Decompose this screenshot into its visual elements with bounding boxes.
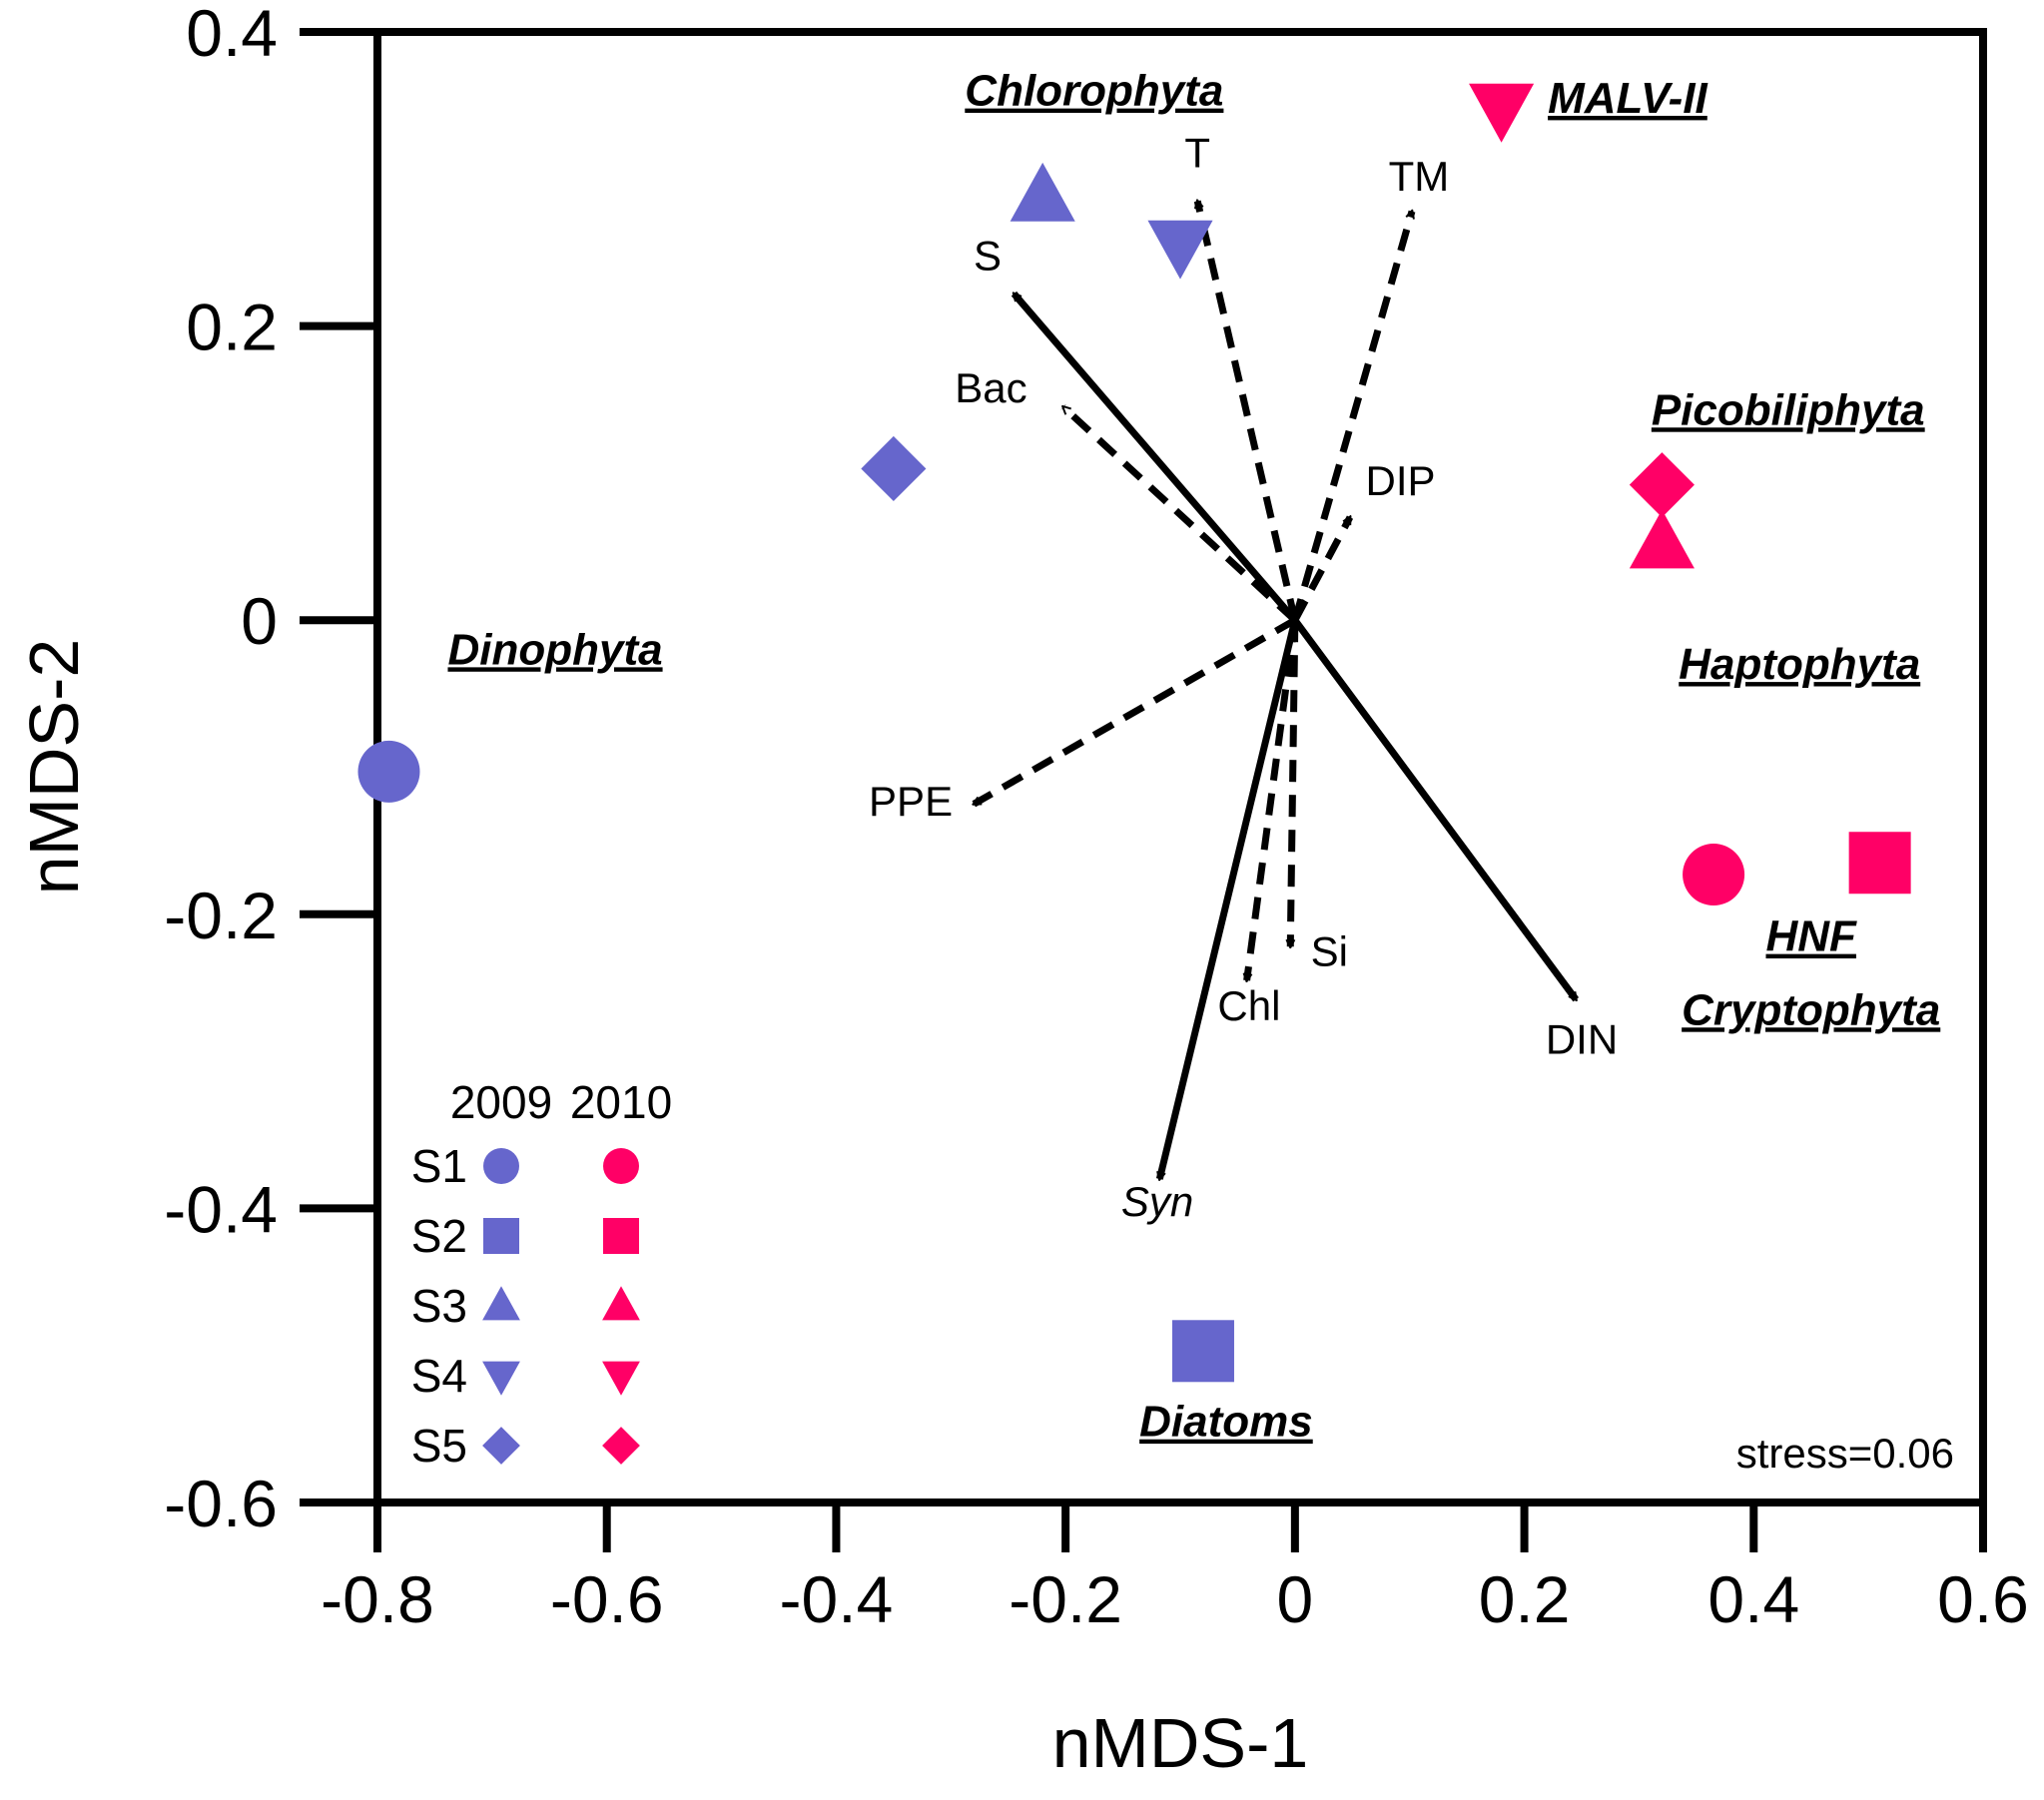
legend-station-s5: S5 [411, 1420, 467, 1472]
point-2010-s3 [1629, 509, 1695, 569]
y-tick-label: 0.2 [186, 291, 278, 364]
taxon-labels: Chlorophyta MALV-II Picobiliphyta Dinophyta… [447, 67, 1940, 1447]
vector-si [1290, 620, 1299, 946]
point-2010-s5 [1629, 452, 1695, 518]
x-tick-label: -0.6 [550, 1562, 664, 1636]
axis-ticks: -0.8 -0.6 -0.4 -0.2 0 0.2 0.4 0.6 -0.6 -0.4 -0.2 0 0… [164, 0, 2029, 1636]
legend-marker-2010-s2 [603, 1218, 639, 1254]
taxon-label-hnf: HNF [1765, 912, 1857, 961]
point-2009-s4 [1147, 220, 1213, 280]
y-tick-label: 0.4 [186, 0, 278, 70]
vector-ppe [974, 617, 1297, 808]
taxon-label-diatoms: Diatoms [1139, 1398, 1313, 1447]
vector-dip [1291, 517, 1354, 622]
x-tick-label: 0 [1276, 1562, 1313, 1636]
x-tick-label: 0.2 [1479, 1562, 1571, 1636]
point-2009-s2 [1171, 1320, 1234, 1383]
vector-bac [1063, 404, 1298, 623]
vector-tm [1291, 212, 1416, 622]
taxon-label-picobiliphyta: Picobiliphyta [1652, 385, 1925, 434]
legend-station-s2: S2 [411, 1210, 467, 1262]
point-2009-s3 [1010, 162, 1075, 222]
stress-value: stress=0.06 [1736, 1430, 1954, 1477]
legend-marker-2010-s1 [603, 1148, 639, 1184]
point-2009-s1 [357, 740, 420, 803]
point-2010-s4 [1469, 83, 1535, 143]
vector-t [1193, 201, 1299, 621]
vector-label-bac: Bac [955, 364, 1026, 411]
legend-marker-2010-s4 [602, 1361, 640, 1396]
sample-points [357, 83, 1911, 1383]
taxon-label-dinophyta: Dinophyta [447, 625, 662, 674]
environmental-vectors: S DIN Syn T TM Bac DIP PPE Chl Si [869, 130, 1618, 1225]
vector-label-dip: DIP [1366, 457, 1436, 504]
legend-marker-2009-s5 [482, 1427, 520, 1465]
legend-marker-2010-s3 [602, 1286, 640, 1321]
vector-din [1292, 618, 1580, 999]
legend-year-2010: 2010 [570, 1076, 672, 1128]
vector-syn [1155, 619, 1299, 1179]
point-2010-s2 [1848, 832, 1911, 895]
y-tick-label: -0.6 [164, 1467, 278, 1540]
y-tick-label: -0.2 [164, 879, 278, 952]
legend-marker-2009-s1 [483, 1148, 519, 1184]
x-tick-label: -0.4 [780, 1562, 894, 1636]
point-2010-s1 [1683, 844, 1745, 906]
vector-label-din: DIN [1546, 1016, 1618, 1063]
legend-station-s4: S4 [411, 1350, 467, 1402]
vector-label-syn: Syn [1121, 1178, 1193, 1225]
taxon-label-cryptophyta: Cryptophyta [1682, 985, 1940, 1034]
x-tick-label: 0.4 [1707, 1562, 1799, 1636]
x-tick-label: -0.8 [321, 1562, 434, 1636]
x-axis-title: nMDS-1 [1052, 1704, 1309, 1782]
legend-year-2009: 2009 [450, 1076, 552, 1128]
point-2009-s5 [861, 435, 927, 502]
legend-marker-2009-s4 [482, 1361, 520, 1396]
vector-label-ppe: PPE [869, 778, 953, 825]
legend: 2009 2010 S1 S2 S3 S4 S5 [411, 1076, 672, 1472]
legend-marker-2009-s2 [483, 1218, 519, 1254]
x-tick-label: 0.6 [1937, 1562, 2029, 1636]
vector-chl [1247, 619, 1299, 980]
taxon-label-malv-ii: MALV-II [1548, 74, 1707, 123]
vector-label-chl: Chl [1217, 982, 1280, 1029]
legend-station-s1: S1 [411, 1140, 467, 1192]
vector-label-s: S [974, 233, 1002, 280]
y-tick-label: 0 [241, 584, 278, 658]
y-tick-label: -0.4 [164, 1172, 278, 1246]
taxon-label-haptophyta: Haptophyta [1679, 640, 1920, 689]
vector-label-si: Si [1311, 927, 1348, 974]
legend-marker-2009-s3 [482, 1286, 520, 1321]
vector-label-tm: TM [1389, 153, 1450, 200]
legend-station-s3: S3 [411, 1280, 467, 1332]
x-tick-label: -0.2 [1009, 1562, 1122, 1636]
vector-s [1011, 294, 1298, 623]
y-axis-title: nMDS-2 [15, 639, 93, 896]
taxon-label-chlorophyta: Chlorophyta [965, 67, 1223, 116]
vector-label-t: T [1184, 130, 1210, 177]
legend-marker-2010-s5 [602, 1427, 640, 1465]
